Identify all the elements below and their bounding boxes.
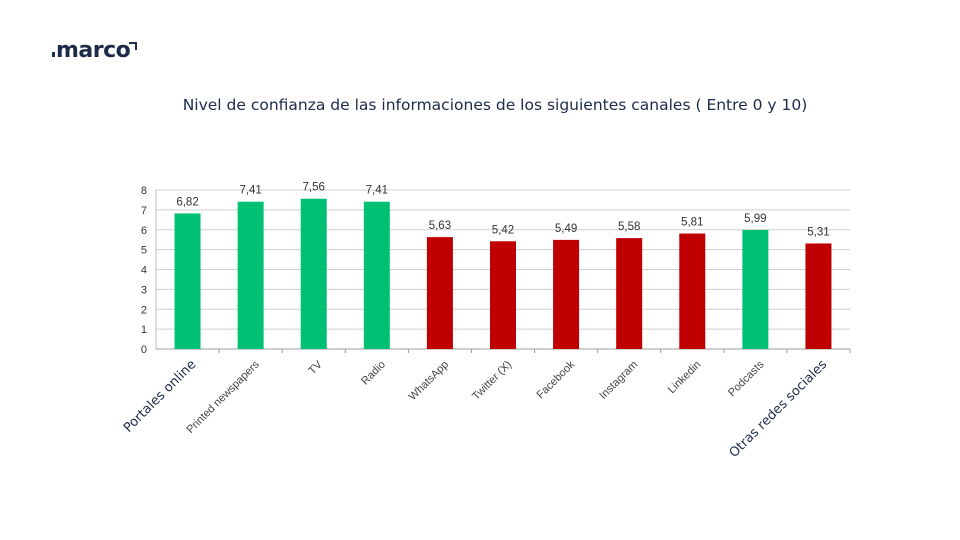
y-tick-label: 1 [141, 324, 147, 336]
y-tick-label: 2 [141, 304, 147, 316]
data-label: 7,56 [303, 182, 325, 194]
x-tick-label: Podcasts [726, 358, 767, 399]
x-tick-label: Twitter (X) [470, 359, 514, 403]
logo-text: marco [56, 38, 131, 63]
data-label: 5,99 [744, 213, 766, 225]
data-label: 5,63 [429, 220, 451, 232]
chart-title: Nivel de confianza de las informaciones … [182, 96, 808, 114]
y-tick-label: 5 [141, 245, 147, 257]
data-label: 5,31 [807, 226, 829, 238]
bar [490, 241, 516, 349]
bar [742, 229, 769, 349]
x-tick-label: Radio [359, 359, 388, 388]
x-tick-label: Otras redes sociales [727, 357, 831, 461]
bar [237, 201, 264, 349]
data-label: 7,41 [366, 185, 388, 197]
logo-corner-mark [129, 42, 138, 50]
bar [616, 238, 643, 349]
data-label: 7,41 [239, 185, 261, 197]
y-tick-label: 3 [141, 284, 147, 296]
y-tick-label: 7 [141, 205, 147, 217]
bar [553, 239, 580, 349]
bar [805, 243, 832, 349]
bar [174, 213, 201, 349]
bar [426, 237, 453, 349]
x-tick-label: WhatsApp [407, 359, 451, 403]
y-tick-label: 8 [141, 185, 147, 197]
data-label: 6,82 [176, 196, 198, 208]
logo-dot [52, 52, 55, 57]
x-tick-label: Linkedin [666, 359, 703, 396]
bar [363, 201, 390, 349]
data-label: 5,58 [618, 221, 640, 233]
data-label: 5,49 [555, 223, 577, 235]
x-tick-label: Instagram [597, 359, 640, 402]
x-tick-label: TV [306, 358, 325, 377]
y-tick-label: 0 [141, 344, 147, 356]
x-tick-label: Facebook [535, 358, 578, 401]
bar [679, 233, 706, 349]
y-tick-label: 6 [141, 225, 147, 237]
data-label: 5,81 [681, 217, 703, 229]
data-label: 5,42 [492, 224, 514, 236]
bar [300, 198, 327, 349]
y-tick-label: 4 [141, 265, 147, 277]
marco-logo: marco [52, 38, 138, 63]
